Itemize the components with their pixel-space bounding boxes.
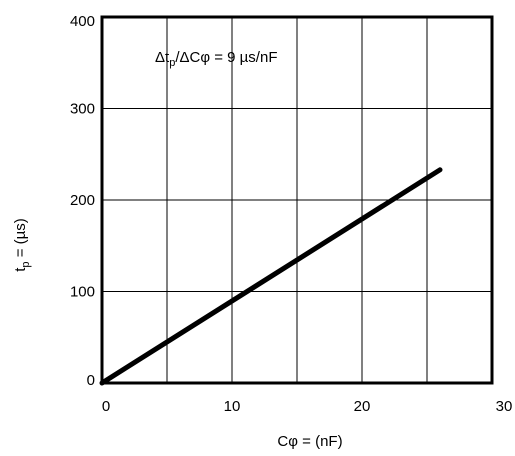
x-tick-label: 0 [102, 398, 110, 415]
y-tick-label: 0 [87, 372, 95, 389]
annotation: Δtp/ΔCφ = 9 µs/nF [155, 49, 277, 69]
x-axis-label: Cφ = (nF) [277, 433, 342, 450]
grid [102, 17, 492, 383]
annotation-subscript: p [169, 57, 175, 69]
plot-frame [100, 15, 494, 385]
y-axis-label-main: t [12, 267, 29, 272]
x-tick-label: 30 [496, 398, 513, 415]
y-tick-labels: 0 100 200 300 400 [70, 13, 95, 389]
x-tick-label: 10 [224, 398, 241, 415]
y-tick-label: 200 [70, 192, 95, 209]
y-tick-label: 100 [70, 284, 95, 301]
y-tick-label: 400 [70, 13, 95, 30]
y-axis-label-rest: = (µs) [12, 218, 29, 261]
x-tick-labels: 0 10 20 30 [102, 398, 513, 415]
x-tick-label: 20 [354, 398, 371, 415]
y-tick-label: 300 [70, 101, 95, 118]
annotation-delta: Δt [155, 49, 170, 66]
y-axis-label: tp = (µs) [12, 218, 32, 272]
series-line [99, 167, 443, 386]
y-axis-label-subscript: p [20, 261, 32, 267]
annotation-rest: /ΔCφ = 9 µs/nF [175, 49, 277, 66]
